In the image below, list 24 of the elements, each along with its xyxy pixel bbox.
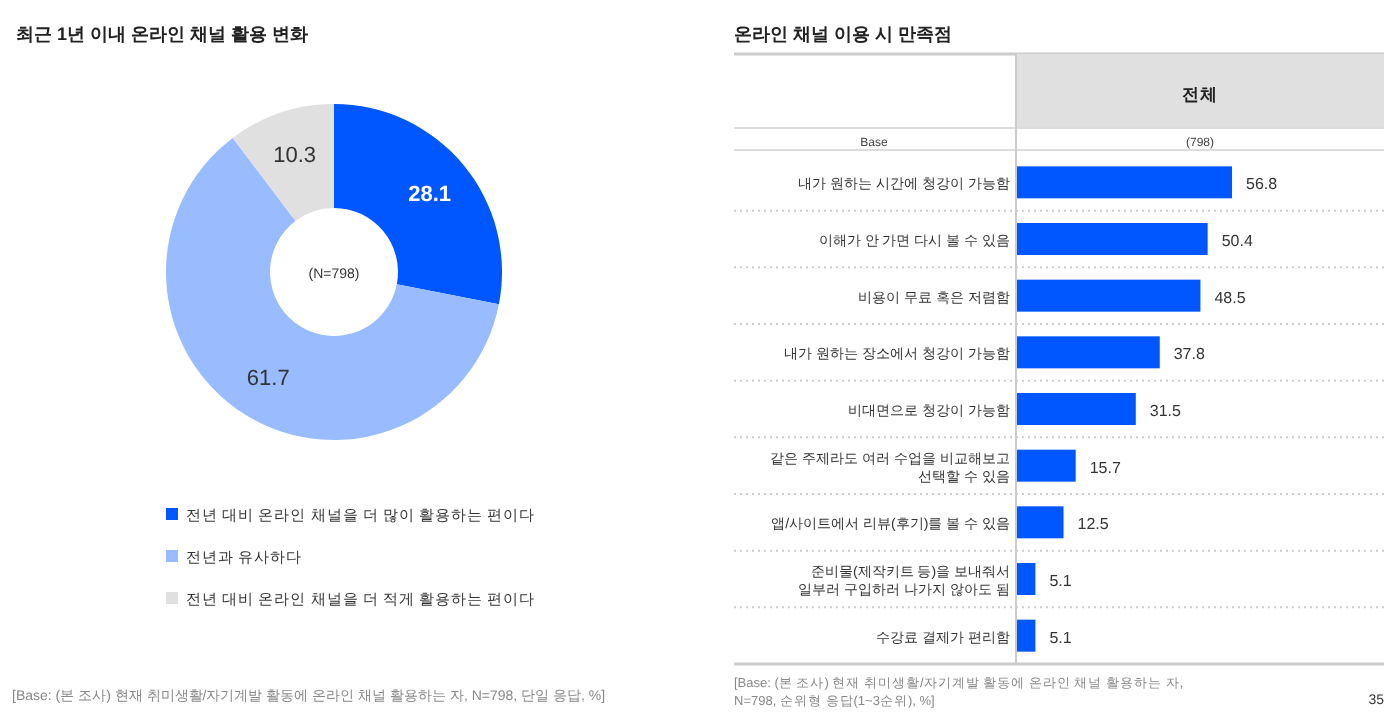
text: 전체	[1182, 84, 1218, 104]
bar	[1016, 279, 1201, 312]
data-label: 50.4	[1221, 232, 1254, 250]
data-label: 5.1	[1049, 572, 1073, 590]
data-label: 48.5	[1214, 288, 1247, 307]
data-label: 61.7	[246, 367, 290, 392]
data-label: 28.1	[408, 183, 452, 208]
bar	[1016, 166, 1232, 199]
bar	[1016, 563, 1036, 595]
bar	[1016, 506, 1064, 539]
data-label: 56.8	[1246, 175, 1279, 194]
bar	[1016, 223, 1208, 255]
bar	[1016, 336, 1160, 369]
text: 온라인 채널 이용 시 만족점	[734, 24, 953, 44]
bar	[1016, 449, 1076, 482]
bar	[1016, 393, 1136, 425]
data-label: 15.7	[1089, 458, 1122, 477]
data-label: 37.8	[1173, 345, 1206, 364]
data-label: 12.5	[1077, 515, 1110, 534]
data-label: 10.3	[273, 144, 317, 169]
bar	[1016, 619, 1036, 652]
data-label: 31.5	[1149, 402, 1183, 420]
data-label: 5.1	[1049, 628, 1073, 647]
chart-title: 최근 1년 이내 온라인 채널 활용 변화	[16, 24, 309, 44]
